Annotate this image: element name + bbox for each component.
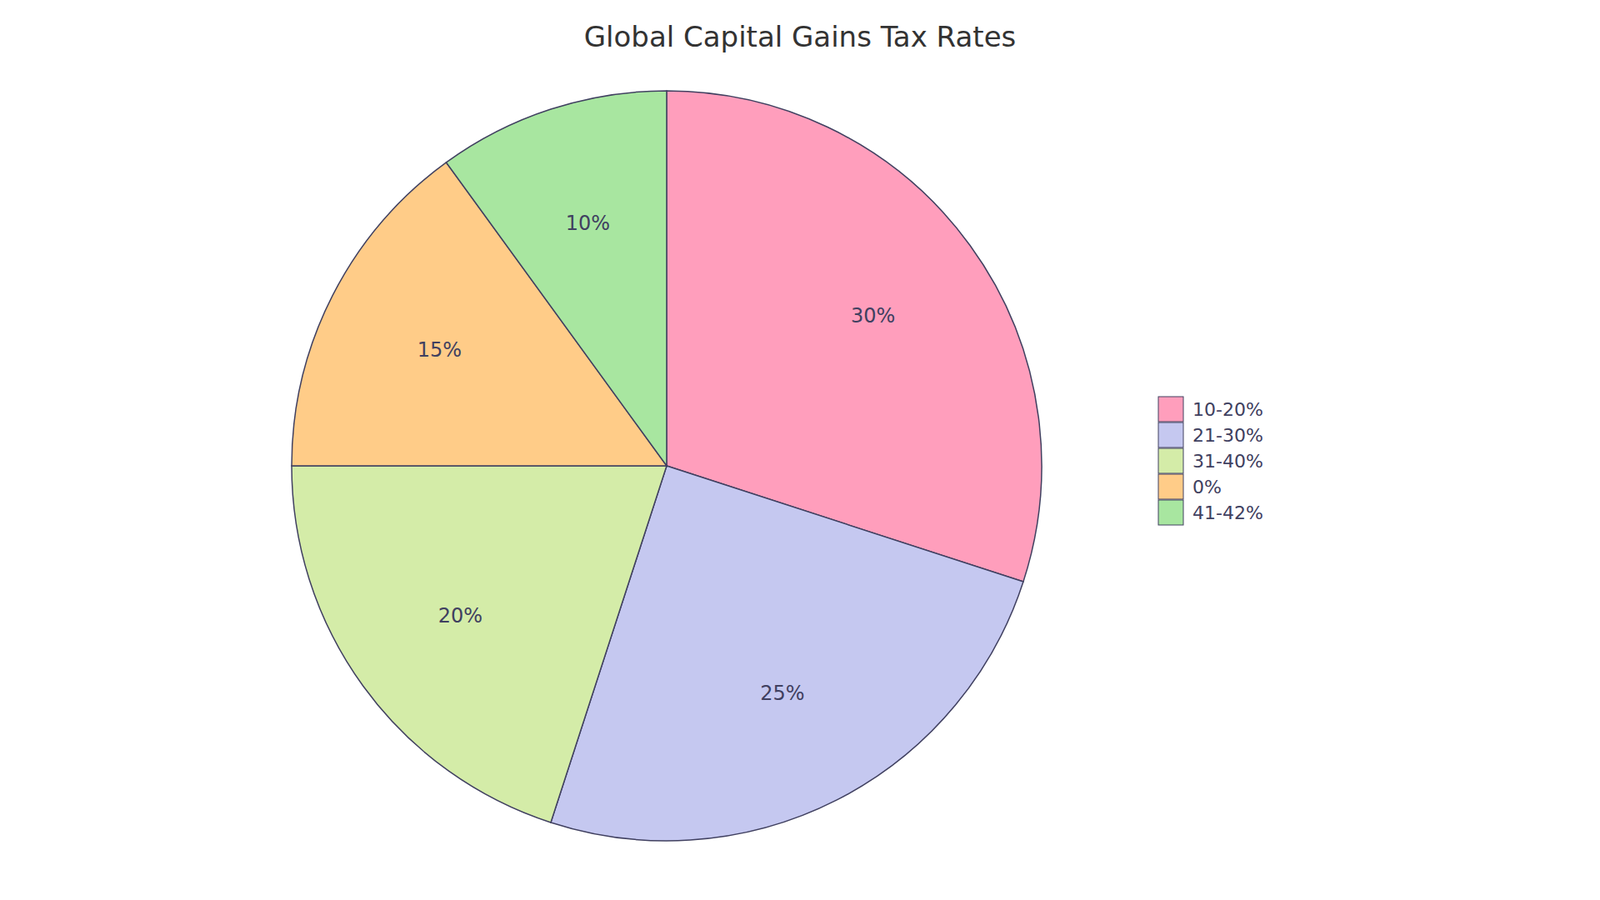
html-text:Global Capital Gains Tax Rates: Global Capital Gains Tax Rates (583, 20, 1017, 54)
html-text:31-40%: 31-40% (1192, 450, 1264, 472)
svg-text:25%: 25% (760, 681, 805, 705)
svg-text:30%: 30% (850, 304, 895, 328)
html-text:41-42%: 41-42% (1192, 502, 1264, 523)
html-text:10-20%: 10-20% (1192, 398, 1264, 420)
html-text:21-30%: 21-30% (1192, 424, 1264, 446)
svg-text:10%: 10% (565, 211, 610, 235)
html-text:0%: 0% (1192, 476, 1222, 498)
svg-text:15%: 15% (417, 338, 462, 362)
svg-text:20%: 20% (438, 604, 483, 628)
